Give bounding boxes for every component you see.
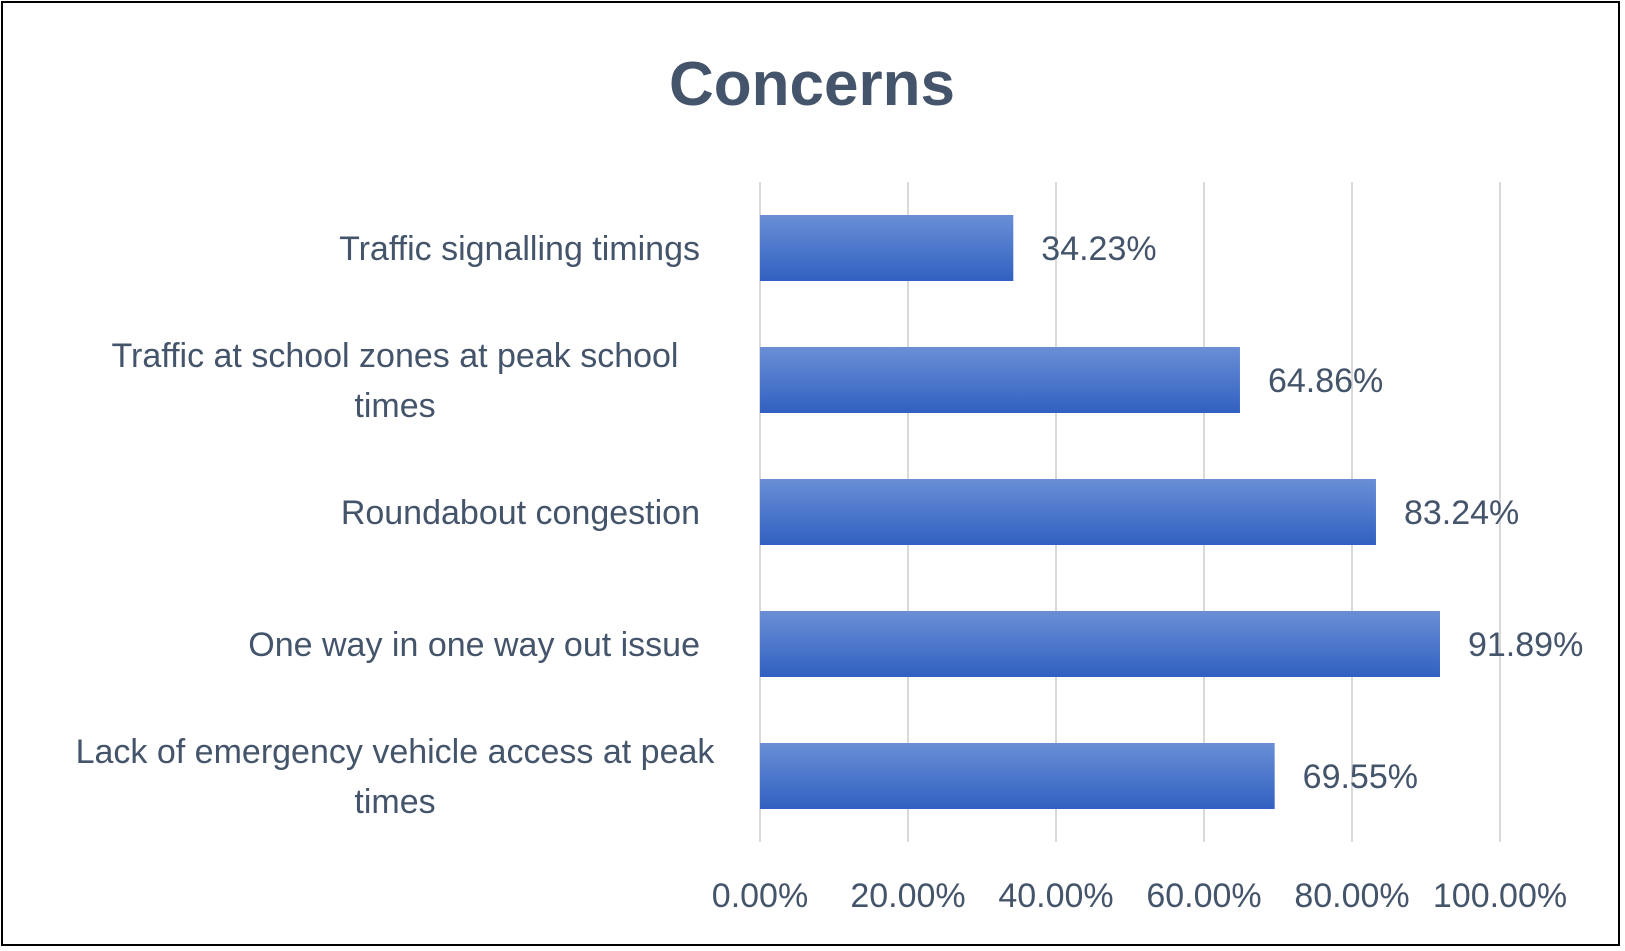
x-tick-label: 0.00% — [712, 877, 808, 915]
bar — [760, 479, 1376, 545]
x-tick-label: 80.00% — [1294, 877, 1409, 915]
category-label: One way in one way out issue — [248, 626, 700, 664]
category-label: Traffic at school zones at peak school ti… — [112, 337, 679, 425]
category-label: Lack of emergency vehicle access at peak… — [76, 733, 716, 821]
data-label: 69.55% — [1303, 758, 1418, 796]
x-tick-label: 60.00% — [1146, 877, 1261, 915]
x-axis-ticks: 0.00% 20.00% 40.00% 60.00% 80.00% 100.00% — [712, 877, 1567, 915]
x-tick-label: 40.00% — [998, 877, 1113, 915]
data-label: 91.89% — [1468, 626, 1583, 664]
bar — [760, 215, 1014, 281]
data-labels: 34.23% 64.86% 83.24% 91.89% 69.55% — [1041, 230, 1583, 796]
bar — [760, 347, 1240, 413]
category-label: Traffic signalling timings — [339, 230, 700, 268]
data-label: 64.86% — [1268, 362, 1383, 400]
bar — [760, 743, 1275, 809]
bars — [760, 215, 1440, 809]
chart-title: Concerns — [669, 50, 955, 119]
data-label: 34.23% — [1041, 230, 1156, 268]
x-tick-label: 20.00% — [850, 877, 965, 915]
bar — [760, 611, 1440, 677]
category-labels: Traffic signalling timings Traffic at sch… — [76, 230, 716, 821]
data-label: 83.24% — [1404, 494, 1519, 532]
x-tick-label: 100.00% — [1433, 877, 1567, 915]
category-label: Roundabout congestion — [341, 494, 700, 532]
